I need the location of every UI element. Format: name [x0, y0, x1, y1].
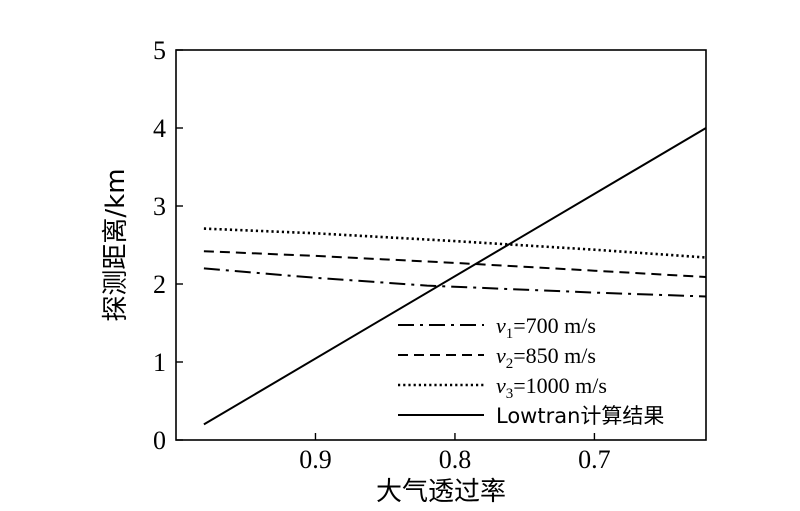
legend-label-3: v3=1000 m/s: [496, 373, 607, 402]
x-axis-title: 大气透过率: [376, 477, 506, 507]
series-line-4: [203, 127, 707, 426]
legend-label-var: v: [496, 373, 506, 398]
legend-label-sub: 3: [506, 386, 514, 402]
legend-label-rest: Lowtran计算结果: [496, 404, 664, 428]
legend-label-2: v2=850 m/s: [496, 343, 596, 372]
x-tick-label: 0.9: [299, 445, 332, 474]
series-line-1: [203, 267, 707, 298]
y-axis-title: 探测距离/km: [101, 168, 131, 321]
legend-label-sub: 2: [506, 356, 514, 372]
legend: v1=700 m/sv2=850 m/sv3=1000 m/sLowtran计算…: [398, 313, 664, 428]
x-tick-label: 0.8: [439, 445, 472, 474]
y-tick-label: 2: [153, 270, 166, 299]
y-tick-label: 0: [153, 426, 166, 455]
legend-label-sub: 1: [506, 326, 514, 342]
legend-label-var: v: [496, 343, 506, 368]
y-tick-label: 5: [153, 36, 166, 65]
legend-label-4: Lowtran计算结果: [496, 404, 664, 428]
plot-frame: [175, 49, 707, 441]
legend-label-rest: =700 m/s: [513, 313, 596, 338]
x-axis: 0.9 0.8 0.7: [299, 433, 611, 474]
legend-label-var: v: [496, 313, 506, 338]
y-tick-label: 4: [153, 114, 166, 143]
y-axis: 0 1 2 3 4 5: [153, 36, 183, 455]
legend-label-rest: =1000 m/s: [513, 373, 607, 398]
series-lines: [203, 127, 707, 426]
legend-label-rest: =850 m/s: [513, 343, 596, 368]
y-tick-label: 1: [153, 348, 166, 377]
series-line-3: [203, 227, 707, 259]
x-tick-label: 0.7: [578, 445, 611, 474]
y-tick-label: 3: [153, 192, 166, 221]
legend-label-1: v1=700 m/s: [496, 313, 596, 342]
series-line-2: [203, 250, 707, 278]
